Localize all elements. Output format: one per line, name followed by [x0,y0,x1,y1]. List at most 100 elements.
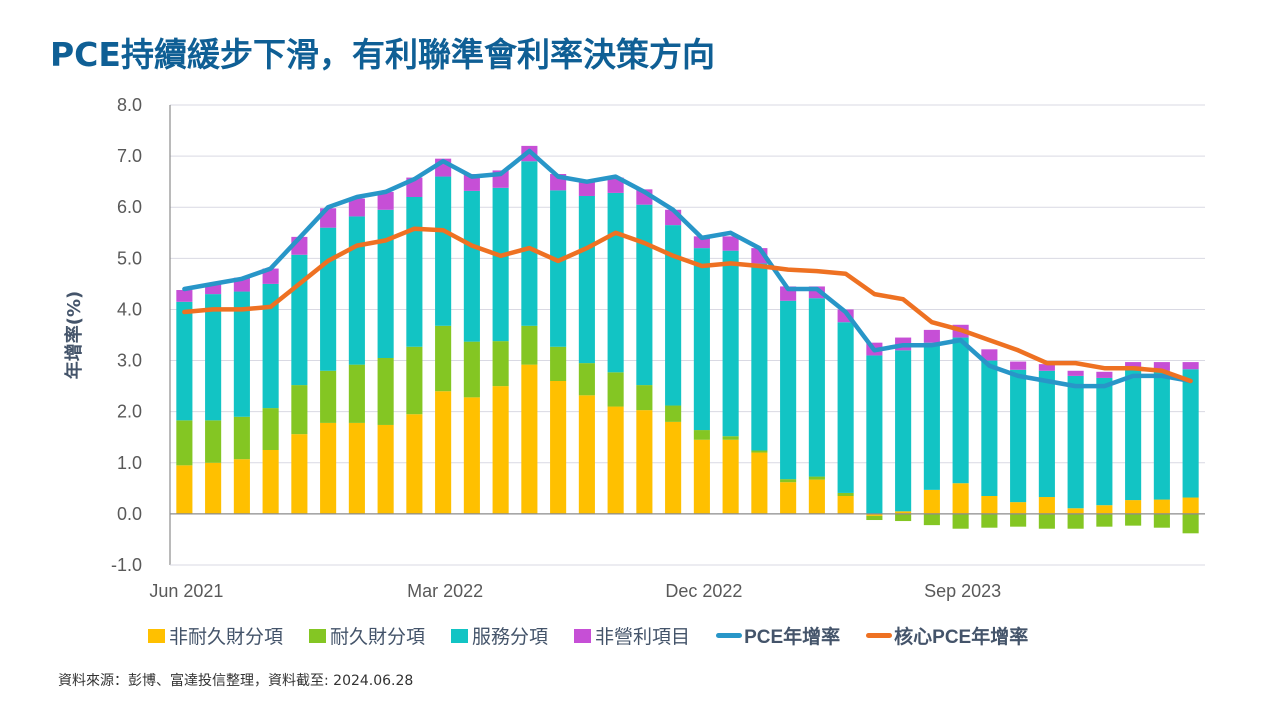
chart-legend: 非耐久財分項 耐久財分項 服務分項 非營利項目 PCE年增率 核心PCE年增率 [148,622,1054,649]
bar-segment-services [205,294,222,421]
bar-segment-nondurable [1096,505,1113,514]
bar-segment-durable [521,325,538,365]
bar-segment-nondurable [377,424,394,514]
bar-segment-nondurable [952,483,969,514]
bar-segment-services [923,342,940,490]
bar-segment-services [751,263,768,451]
bar-segment-nondurable [233,459,250,514]
bar-segment-services [1153,370,1170,500]
bar-segment-nondurable [463,397,480,514]
bar-segment-nondurable [492,386,509,514]
bar-segment-services [866,355,883,514]
line-core_pce [182,226,1193,384]
legend-line-swatch [866,633,893,638]
bar-segment-nondurable [607,406,624,514]
bar-segment-nonprofit [607,177,624,193]
bar-segment-durable [895,513,912,522]
bar-segment-nondurable [578,395,595,514]
bar-segment-durable [1067,513,1084,529]
bar-segment-nonprofit [578,181,595,196]
bar-segment-nondurable [1182,497,1199,514]
y-tick-label: 1.0 [117,453,142,473]
bar-segment-services [607,192,624,373]
bar-segment-services [981,360,998,496]
bar-segment-nondurable [837,496,854,514]
bar-segment-durable [1038,513,1055,529]
bar-segment-nonprofit [176,290,193,302]
legend-item: 核心PCE年增率 [866,622,1028,649]
bar-segment-nonprofit [923,329,940,343]
bar-segment-services [1182,369,1199,498]
bar-segment-durable [1125,513,1142,526]
bar-segment-services [492,187,509,342]
bar-segment-nondurable [521,364,538,514]
bar-segment-durable [492,341,509,387]
bar-segment-nondurable [205,462,222,514]
bar-segment-services [1038,370,1055,498]
legend-label: 非耐久財分項 [169,627,284,648]
bar-segment-services [176,301,193,421]
y-axis-label: 年增率(%) [63,291,85,380]
bar-segment-services [1096,377,1113,506]
bar-segment-durable [406,346,423,415]
bar-segment-services [262,283,279,409]
bar-segment-services [550,190,567,347]
bar-segment-durable [262,408,279,450]
bar-segment-durable [636,385,653,411]
legend-item: 服務分項 [451,622,548,649]
bar-segment-durable [607,372,624,407]
bar-segment-durable [981,513,998,528]
bar-segment-nonprofit [1153,362,1170,371]
bar-segment-durable [1010,513,1027,527]
legend-label: PCE年增率 [744,627,841,648]
legend-color-swatch [309,628,327,643]
bar-segment-nonprofit [981,349,998,361]
bar-segment-nondurable [1125,500,1142,514]
bar-segment-durable [205,420,222,463]
bar-segment-durable [665,405,682,422]
bar-segment-services [693,248,710,431]
bar-segment-nonprofit [1067,370,1084,376]
bar-segment-services [1067,375,1084,509]
y-tick-label: 3.0 [117,351,142,371]
line-pce [182,148,1193,389]
bar-segment-nondurable [1153,499,1170,514]
y-tick-label: 2.0 [117,402,142,422]
y-tick-label: 8.0 [117,95,142,115]
bar-segment-durable [463,341,480,398]
bar-segment-nondurable [435,391,452,514]
x-tick-label: Mar 2022 [407,581,483,601]
bar-segment-nonprofit [693,236,710,249]
bar-segment-services [665,225,682,406]
legend-item: 非耐久財分項 [148,622,283,649]
bar-segment-nondurable [895,511,912,514]
bar-segment-services [952,337,969,484]
bar-segment-durable [923,513,940,526]
bar-segment-durable [377,358,394,425]
bar-segment-nondurable [923,489,940,514]
legend-item: 耐久財分項 [309,622,425,649]
x-axis-ticks: Jun 2021 Mar 2022 Dec 2022 Sep 2023 [149,581,1001,601]
bar-segment-nondurable [1038,497,1055,514]
bar-segment-services [722,250,739,437]
bar-segment-nondurable [291,434,308,514]
bar-segment-nondurable [320,422,337,514]
legend-label: 耐久財分項 [330,627,426,648]
bar-segment-nondurable [981,496,998,514]
bar-segment-durable [952,513,969,529]
bar-segment-durable [1153,513,1170,528]
bar-segment-services [1125,369,1142,501]
legend-line-swatch [716,633,743,638]
bar-segment-durable [1182,513,1199,534]
bar-segment-nondurable [866,513,883,516]
chart-title: PCE持續緩步下滑，有利聯準會利率決策方向 [50,35,715,74]
bar-segment-nonprofit [348,198,365,217]
bar-segment-nonprofit [1096,371,1113,378]
bar-segment-durable [435,325,452,392]
legend-color-swatch [148,628,165,643]
bar-segment-nondurable [348,422,365,514]
bar-segment-durable [233,416,250,460]
bar-segment-nonprofit [1182,362,1199,370]
bar-segment-nondurable [1067,508,1084,514]
bar-segment-nondurable [665,421,682,514]
